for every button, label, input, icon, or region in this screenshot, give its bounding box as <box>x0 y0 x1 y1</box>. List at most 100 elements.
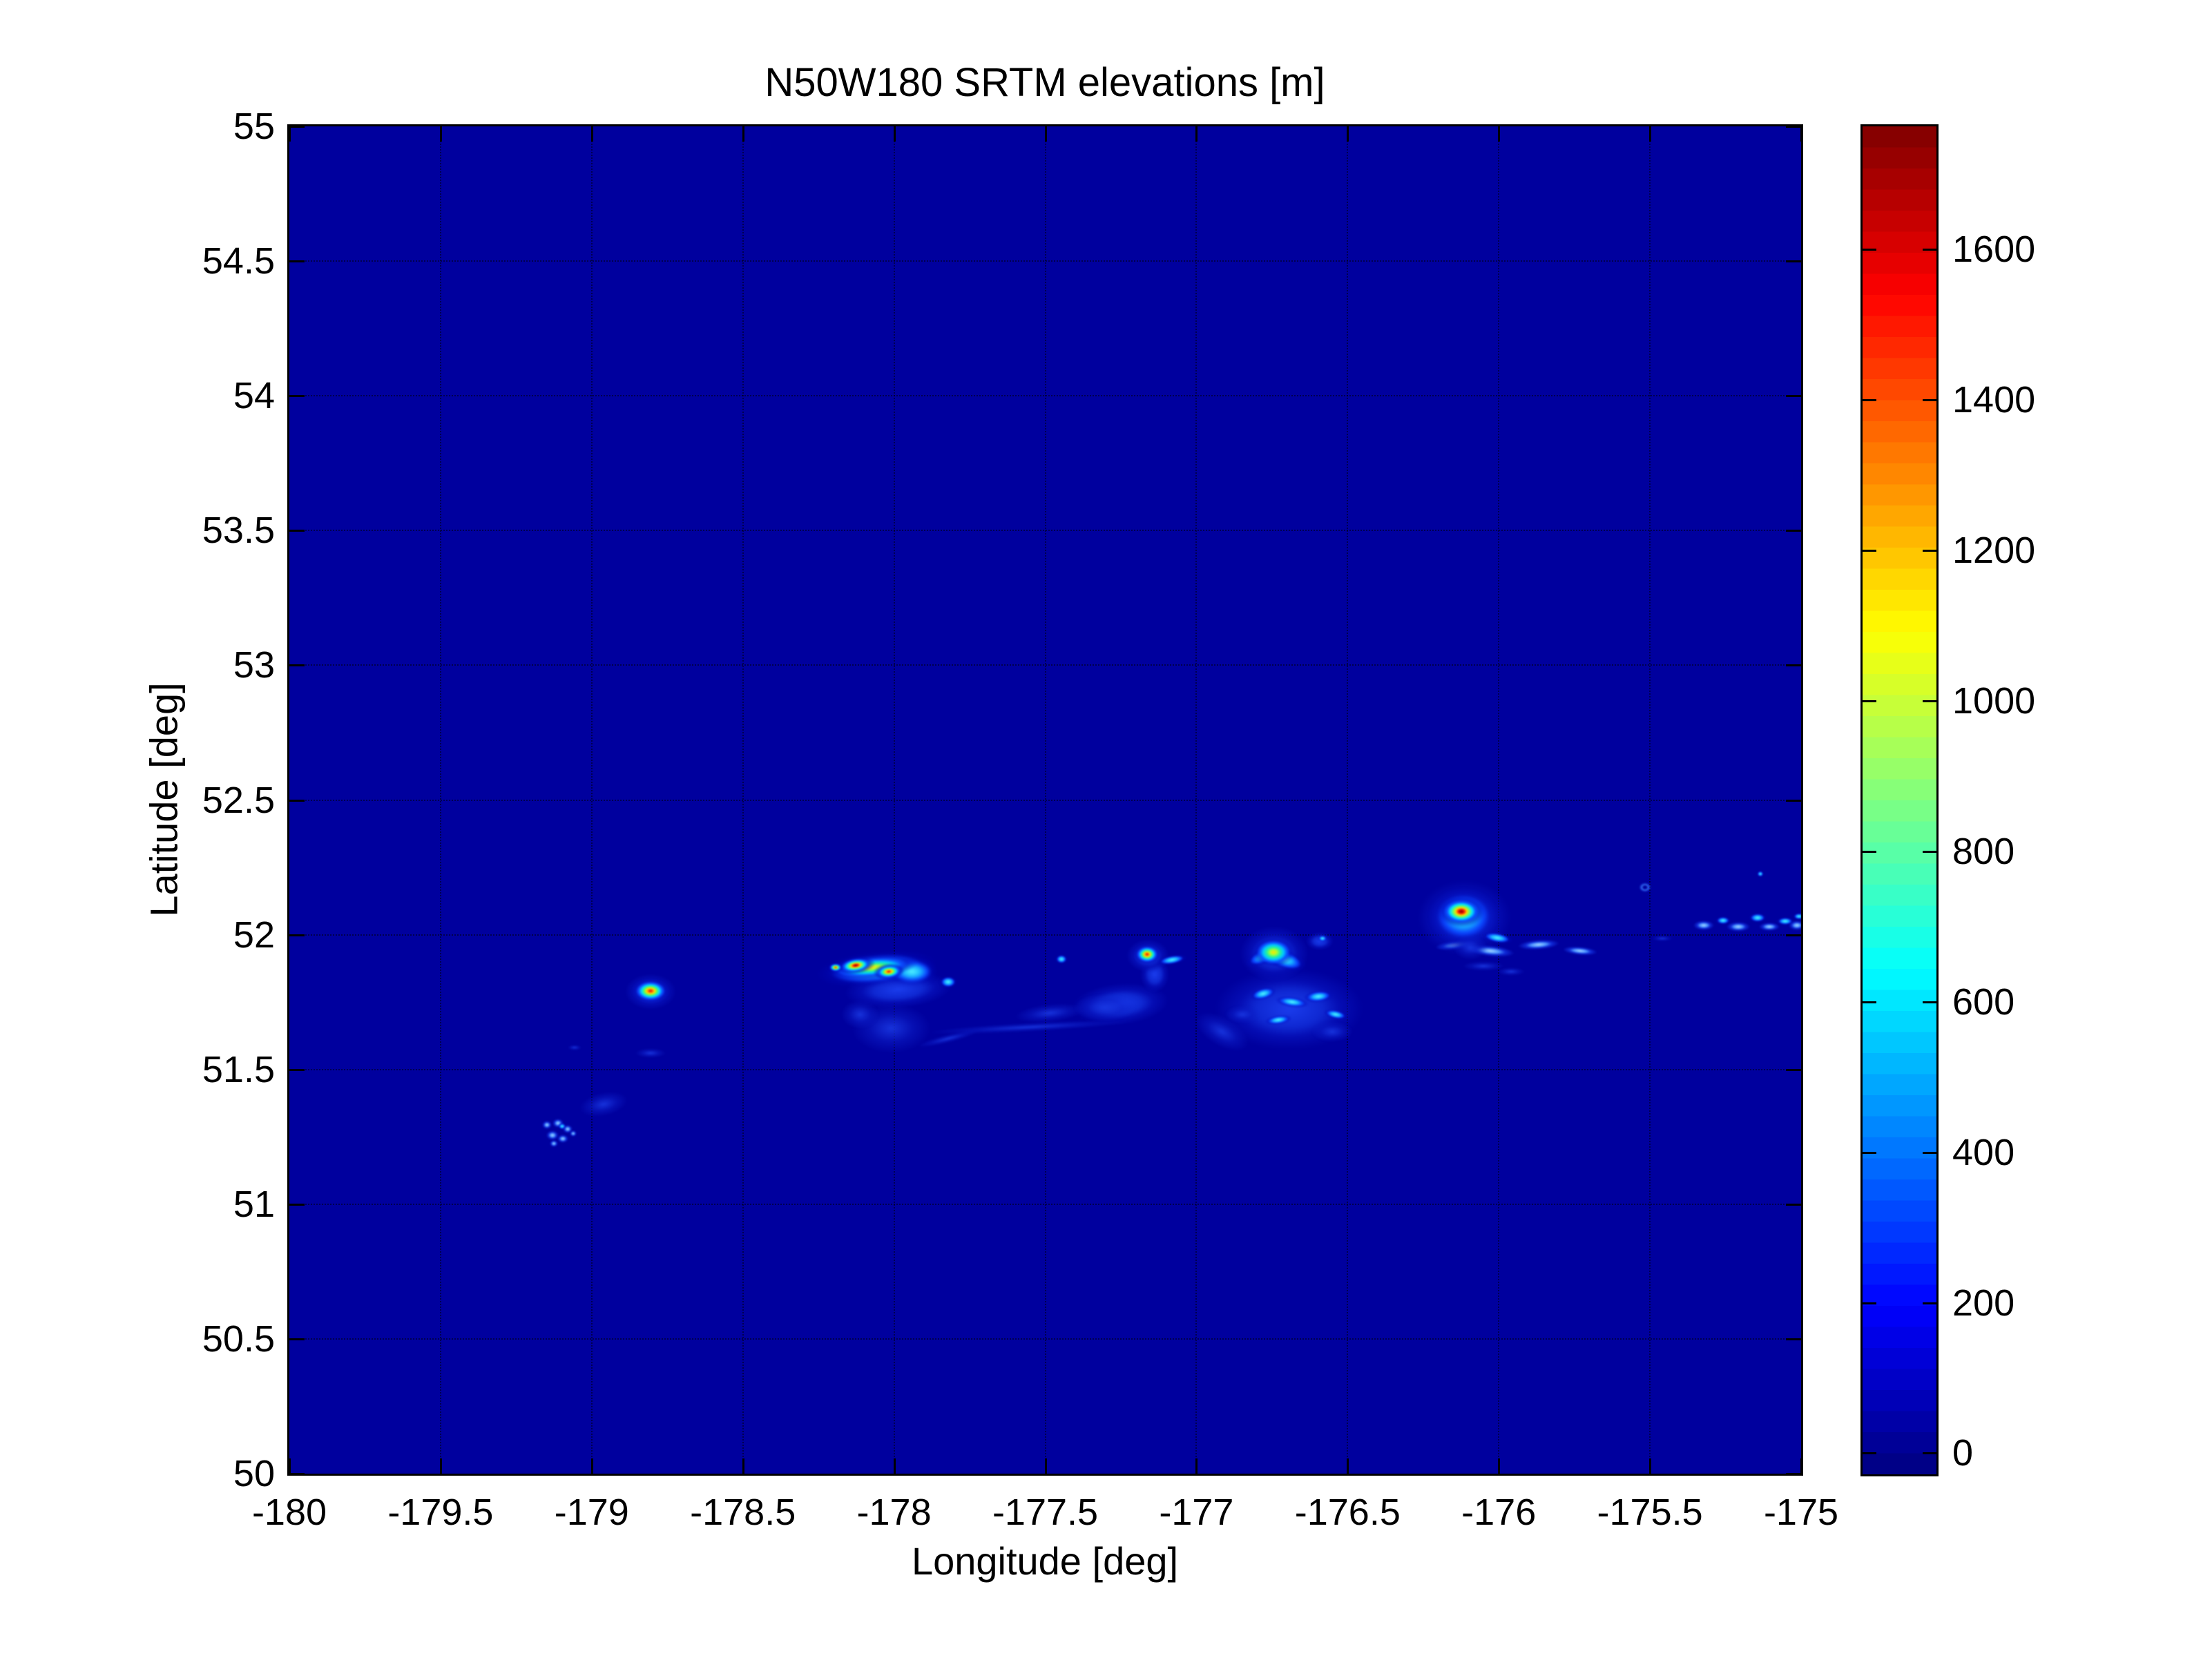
colorbar-tick <box>1863 398 1876 401</box>
grid-line-horizontal <box>289 395 1801 397</box>
y-axis-tick <box>1786 934 1801 936</box>
y-tick-label: 54.5 <box>202 240 275 282</box>
y-axis-tick <box>289 126 305 128</box>
x-axis-tick <box>590 1458 593 1474</box>
colorbar-tick-label: 200 <box>1952 1282 2015 1324</box>
y-tick-label: 51.5 <box>202 1048 275 1090</box>
x-axis-tick <box>1347 1458 1349 1474</box>
island-blob <box>1759 922 1780 931</box>
y-axis-tick <box>1786 1473 1801 1474</box>
island-blob <box>1652 936 1673 942</box>
colorbar-tick <box>1923 1302 1936 1304</box>
grid-line-horizontal <box>289 260 1801 262</box>
colorbar-tick-label: 1400 <box>1952 378 2036 421</box>
x-axis-label: Longitude [deg] <box>911 1539 1179 1583</box>
x-axis-tick <box>289 126 291 142</box>
x-axis-tick <box>1044 1458 1047 1474</box>
colorbar-tick <box>1923 1452 1936 1455</box>
y-axis-tick <box>1786 664 1801 667</box>
island-blob <box>1462 961 1504 972</box>
colorbar-tick <box>1923 700 1936 702</box>
x-tick-label: -175.5 <box>1597 1492 1703 1533</box>
island-blob <box>1693 920 1715 930</box>
x-axis-tick <box>1498 126 1501 142</box>
island-blob <box>1715 916 1731 925</box>
x-axis-tick <box>742 1458 744 1474</box>
y-axis-tick <box>289 664 305 667</box>
colorbar-tick-label: 600 <box>1952 981 2015 1023</box>
colorbar-tick-label: 400 <box>1952 1131 2015 1173</box>
y-axis-tick <box>1786 1338 1801 1340</box>
grid-line-horizontal <box>289 934 1801 936</box>
island-blob <box>1638 881 1653 893</box>
colorbar-tick <box>1863 1302 1876 1304</box>
x-tick-label: -179.5 <box>387 1492 494 1533</box>
island-blob <box>1517 938 1560 951</box>
y-tick-label: 50.5 <box>202 1318 275 1360</box>
island-blob <box>1788 920 1801 930</box>
grid-line-horizontal <box>289 1203 1801 1205</box>
island-blob <box>1311 1021 1353 1043</box>
x-tick-label: -176.5 <box>1294 1492 1401 1533</box>
colorbar-tick-label: 800 <box>1952 830 2015 872</box>
x-axis-tick <box>1649 126 1652 142</box>
grid-line-horizontal <box>289 799 1801 801</box>
y-tick-label: 50 <box>233 1453 275 1494</box>
y-axis-tick <box>1786 799 1801 802</box>
y-tick-label: 51 <box>233 1183 275 1225</box>
x-axis-tick <box>1044 126 1047 142</box>
island-blob <box>1317 935 1327 943</box>
x-axis-tick <box>1347 126 1349 142</box>
island-blob <box>1562 945 1598 957</box>
island-blob <box>1748 913 1767 923</box>
grid-line-horizontal <box>289 1338 1801 1340</box>
island-blob <box>557 1134 569 1143</box>
island-blob <box>1792 913 1801 920</box>
y-axis-tick <box>289 530 305 532</box>
y-axis-tick <box>289 799 305 802</box>
colorbar-tick <box>1863 248 1876 251</box>
x-axis-tick <box>1800 1458 1801 1474</box>
colorbar-tick-label: 0 <box>1952 1432 1974 1474</box>
island-blob <box>1224 1005 1260 1024</box>
x-axis-tick <box>439 126 442 142</box>
colorbar-tick <box>1863 1001 1876 1003</box>
y-axis-tick <box>289 260 305 263</box>
colorbar-tick <box>1863 1452 1876 1455</box>
colorbar-tick <box>1923 248 1936 251</box>
y-axis-tick <box>1786 1203 1801 1206</box>
x-tick-label: -177 <box>1159 1492 1234 1533</box>
island-blob <box>1726 921 1750 932</box>
island-blob <box>827 963 843 973</box>
chart-title: N50W180 SRTM elevations [m] <box>764 60 1325 105</box>
y-tick-label: 52 <box>233 914 275 956</box>
island-blob <box>1452 934 1488 960</box>
island-blob <box>549 1140 558 1148</box>
x-tick-label: -177.5 <box>992 1492 1099 1533</box>
x-axis-tick <box>1498 1458 1501 1474</box>
colorbar-tick <box>1863 549 1876 552</box>
x-tick-label: -180 <box>251 1492 327 1533</box>
x-axis-tick <box>439 1458 442 1474</box>
x-axis-tick <box>289 1458 291 1474</box>
island-blob <box>542 1120 552 1129</box>
island-blob <box>939 975 958 988</box>
x-axis-tick <box>893 126 896 142</box>
x-axis-tick <box>1195 1458 1198 1474</box>
island-blob <box>557 1123 566 1130</box>
colorbar <box>1860 124 1939 1476</box>
grid-line-horizontal <box>289 664 1801 666</box>
y-tick-label: 55 <box>233 106 275 147</box>
y-axis-tick <box>1786 126 1801 128</box>
x-axis-tick <box>590 126 593 142</box>
x-tick-label: -179 <box>554 1492 629 1533</box>
island-blob <box>1133 944 1162 965</box>
y-axis-tick <box>289 1473 305 1474</box>
y-axis-tick <box>1786 1068 1801 1071</box>
x-tick-label: -178.5 <box>690 1492 796 1533</box>
y-tick-label: 53.5 <box>202 510 275 552</box>
x-tick-label: -176 <box>1461 1492 1537 1533</box>
colorbar-tick <box>1923 398 1936 401</box>
colorbar-tick-label: 1600 <box>1952 228 2036 270</box>
